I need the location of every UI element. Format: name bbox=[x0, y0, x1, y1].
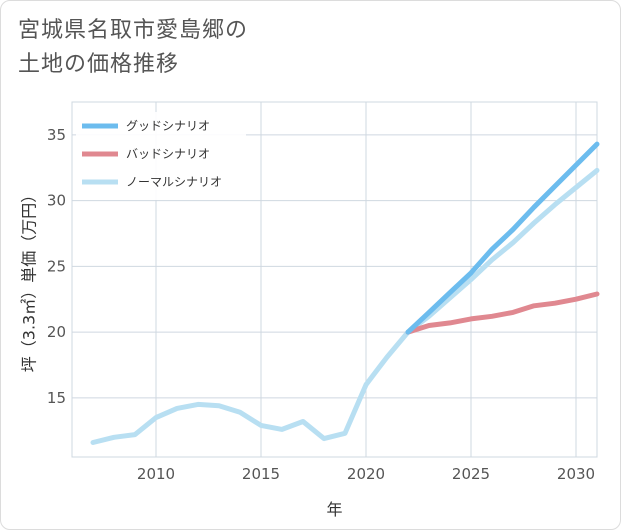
title-line-1: 宮城県名取市愛島郷の bbox=[18, 18, 249, 43]
legend-label-2: ノーマルシナリオ bbox=[126, 175, 222, 189]
series-line-2 bbox=[90, 167, 600, 445]
title-line-2: 土地の価格推移 bbox=[18, 52, 180, 77]
y-tick-label: 35 bbox=[47, 126, 66, 144]
legend-label-0: グッドシナリオ bbox=[126, 119, 210, 133]
x-tick-label: 2020 bbox=[347, 465, 385, 483]
series-line-0 bbox=[405, 141, 600, 335]
grid-lines bbox=[71, 101, 598, 458]
series-line-1 bbox=[405, 291, 600, 335]
x-axis-label: 年 bbox=[326, 500, 342, 519]
y-axis-label: 坪（3.3㎡）単価（万円） bbox=[20, 187, 39, 372]
x-tick-label: 2015 bbox=[242, 465, 280, 483]
series-lines bbox=[90, 141, 600, 445]
chart-title: 宮城県名取市愛島郷の 土地の価格推移 bbox=[18, 14, 248, 82]
y-tick-label: 15 bbox=[47, 389, 66, 407]
y-tick-label: 25 bbox=[47, 257, 66, 275]
x-tick-label: 2010 bbox=[137, 465, 175, 483]
x-tick-label: 2030 bbox=[557, 465, 595, 483]
legend-label-1: バッドシナリオ bbox=[126, 147, 210, 161]
y-tick-label: 30 bbox=[47, 192, 66, 210]
plot-frame bbox=[71, 101, 598, 458]
y-tick-label: 20 bbox=[47, 323, 66, 341]
x-tick-label: 2025 bbox=[452, 465, 490, 483]
